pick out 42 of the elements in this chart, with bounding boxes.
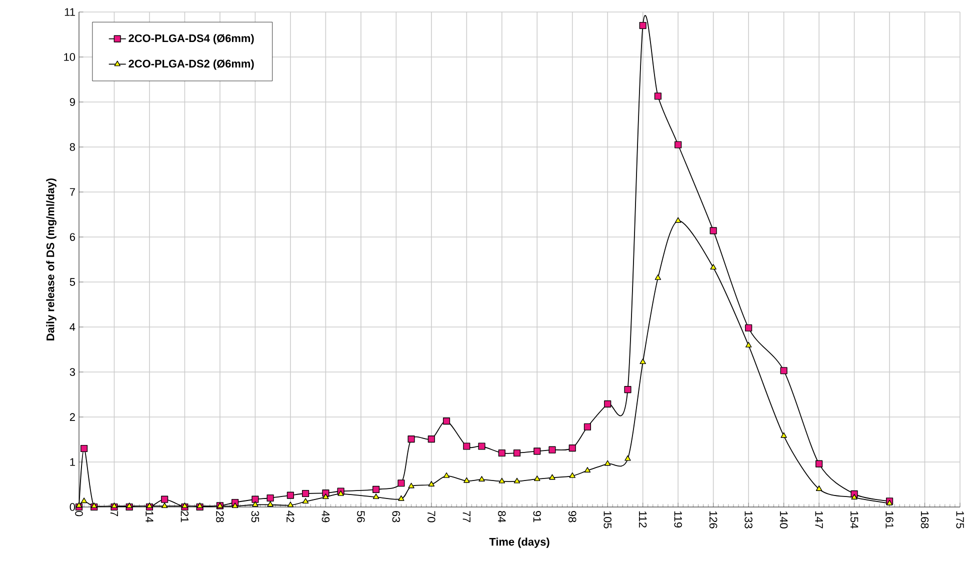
x-tick-label: 63 [392,511,400,522]
x-tick-label: 112 [639,511,647,528]
x-tick-label: 175 [956,511,964,528]
x-tick-label: 154 [850,511,858,528]
x-tick-label: 126 [709,511,718,528]
x-tick-label: 14 [146,511,154,522]
x-tick-label: 105 [604,511,612,528]
y-tick-label: 5 [70,278,76,286]
x-tick-label: 56 [357,510,365,522]
x-axis-title: Time (days) [489,538,550,548]
x-tick-label: 7 [110,511,118,516]
y-tick-label: 0 [70,503,76,511]
x-tick-label: 91 [533,511,541,522]
x-tick-label: 77 [462,511,470,522]
x-tick-label: 42 [286,510,294,522]
y-tick-label: 6 [70,233,75,241]
x-tick-label: 21 [180,511,189,522]
legend-label: 2CO-PLGA-DS4 (Ø6mm) [128,34,254,44]
y-tick-label: 9 [70,98,75,106]
legend-label: 2CO-PLGA-DS2 (Ø6mm) [128,60,254,70]
x-tick-label: 119 [674,511,682,528]
y-tick-label: 3 [70,368,75,376]
x-tick-label: 70 [428,511,436,522]
y-tick-label: 2 [70,413,75,421]
x-tick-label: 35 [251,510,260,522]
y-axis-title: Daily release of DS (mg/ml/day) [46,178,56,340]
x-tick-label: 168 [920,511,929,528]
y-tick-label: 7 [70,188,75,196]
x-tick-label: 140 [780,511,788,528]
y-tick-label: 1 [70,458,75,466]
y-tick-label: 8 [70,143,75,151]
x-tick-label: 28 [216,511,224,522]
y-tick-label: 11 [64,8,75,16]
x-tick-label: 133 [744,511,752,528]
y-tick-label: 4 [70,323,76,331]
y-tick-label: 10 [64,53,76,61]
x-tick-label: 84 [498,510,506,522]
x-tick-label: 49 [322,510,330,522]
x-tick-label: 161 [886,511,894,528]
x-tick-label: 0 [75,510,83,516]
x-tick-label: 98 [568,511,576,522]
x-tick-label: 147 [815,511,823,528]
